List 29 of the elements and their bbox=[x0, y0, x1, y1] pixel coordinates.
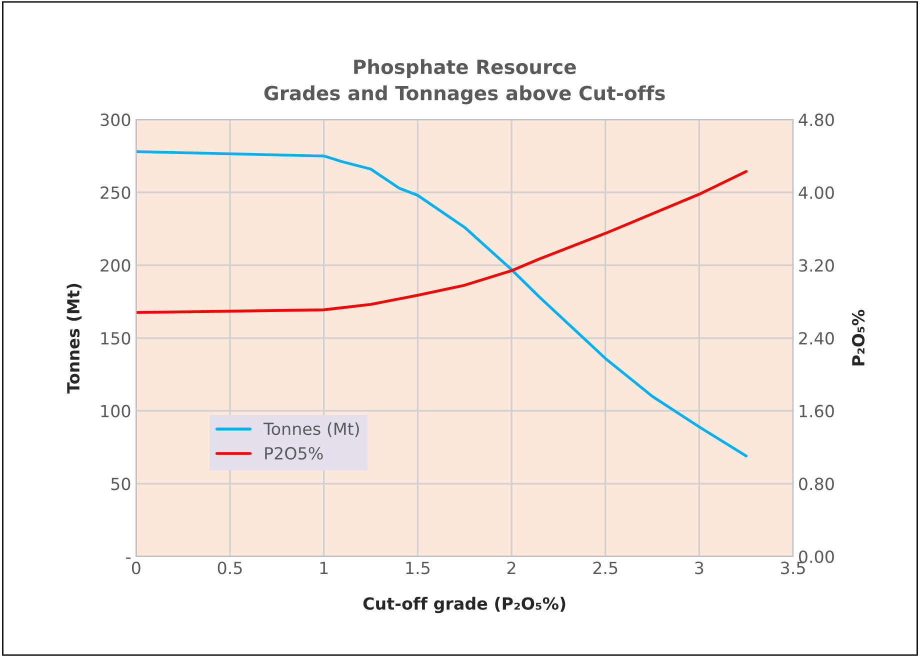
y-tick-label: 200 bbox=[100, 259, 130, 272]
y-tick-label: 100 bbox=[101, 404, 130, 418]
x-tick-label: 2 bbox=[507, 562, 516, 574]
y-tick-label: 50 bbox=[111, 478, 130, 490]
y2-tick-label: 3.20 bbox=[799, 259, 834, 272]
y2-tick-label: 4.00 bbox=[798, 186, 834, 199]
line-series bbox=[136, 170, 748, 314]
chart-title: Phosphate Resource Grades and Tonnages above Cut-offs bbox=[264, 59, 665, 104]
y2-tick-label: 0.00 bbox=[799, 550, 834, 564]
x-axis-title: Cut-off grade (P₂O₅%) bbox=[363, 596, 566, 614]
x-tick-label: 0.5 bbox=[218, 562, 242, 574]
x-tick-label: 3 bbox=[695, 562, 704, 574]
x-tick-label: 0 bbox=[132, 562, 140, 574]
y2-tick-label: 1.60 bbox=[800, 404, 834, 418]
x-tick-label: 2.5 bbox=[593, 562, 618, 574]
y2-tick-label: 4.80 bbox=[798, 114, 834, 126]
y2-tick-label: 2.40 bbox=[799, 332, 834, 345]
legend-label: P2O5% bbox=[265, 447, 323, 460]
x-tick-label: 3.5 bbox=[781, 562, 805, 574]
y-tick-label: 150 bbox=[101, 332, 130, 345]
x-tick-label: 1 bbox=[320, 562, 328, 574]
y-tick-label: - bbox=[126, 558, 130, 559]
y-axis-title: Tonnes (Mt) bbox=[66, 284, 82, 394]
legend-label: Tonnes (Mt) bbox=[263, 422, 359, 438]
x-tick-label: 1.5 bbox=[406, 562, 430, 574]
y-tick-label: 250 bbox=[100, 186, 130, 199]
y2-axis-title: P₂O₅% bbox=[852, 310, 865, 366]
y-tick-label: 300 bbox=[100, 114, 130, 126]
y2-tick-label: 0.80 bbox=[799, 478, 834, 490]
